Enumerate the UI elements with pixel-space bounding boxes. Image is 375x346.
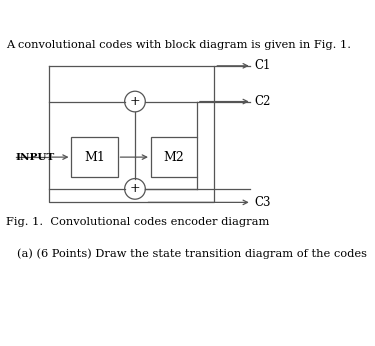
Polygon shape <box>151 137 197 177</box>
Circle shape <box>124 179 145 199</box>
Text: M2: M2 <box>164 151 184 164</box>
Text: A convolutional codes with block diagram is given in Fig. 1.: A convolutional codes with block diagram… <box>6 40 351 51</box>
Text: (a) (6 Points) Draw the state transition diagram of the codes: (a) (6 Points) Draw the state transition… <box>18 248 368 259</box>
Text: M1: M1 <box>84 151 105 164</box>
Text: +: + <box>130 95 140 108</box>
Polygon shape <box>72 137 117 177</box>
Text: INPUT: INPUT <box>16 153 55 162</box>
Text: +: + <box>130 182 140 195</box>
Circle shape <box>124 91 145 112</box>
Text: C1: C1 <box>254 59 270 72</box>
Text: C3: C3 <box>254 196 271 209</box>
Text: Fig. 1.  Convolutional codes encoder diagram: Fig. 1. Convolutional codes encoder diag… <box>6 217 270 227</box>
Text: C2: C2 <box>254 95 270 108</box>
